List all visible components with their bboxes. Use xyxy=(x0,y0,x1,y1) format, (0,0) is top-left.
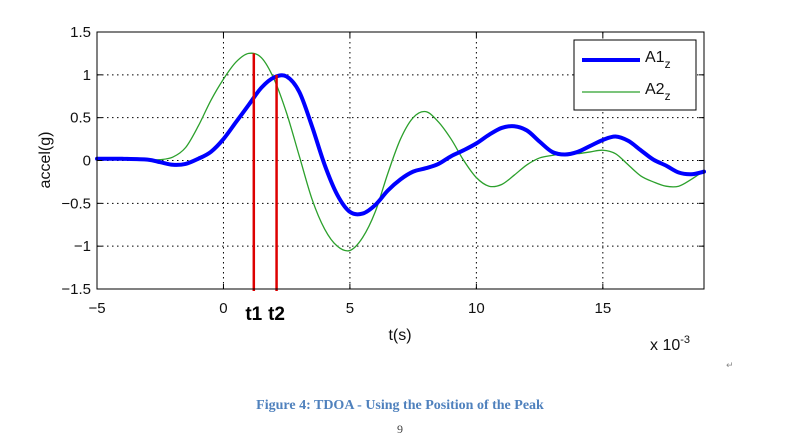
x-tick-label: 15 xyxy=(594,300,611,317)
marker-layer: t1 t2 xyxy=(245,53,285,325)
legend-a1-name: A1 xyxy=(645,49,665,66)
x-multiplier-base: x 10 xyxy=(650,337,680,354)
series-layer xyxy=(95,52,706,252)
legend-a2-subscript: z xyxy=(665,89,671,103)
y-tick-label: 1 xyxy=(83,67,91,84)
y-tick-label: 1.5 xyxy=(70,24,91,41)
y-axis-label: accel(g) xyxy=(37,132,54,189)
series-line-a1 xyxy=(95,73,706,217)
x-axis-label: t(s) xyxy=(388,327,411,344)
legend-label-a1: A1z xyxy=(645,49,671,71)
x-tick-label: 10 xyxy=(468,300,485,317)
x-tick-label: 5 xyxy=(346,300,354,317)
pilcrow-mark: ↵ xyxy=(726,361,734,371)
page-number: 9 xyxy=(397,422,403,436)
x-multiplier: x 10-3 xyxy=(650,334,690,354)
marker-label-t1: t1 xyxy=(245,304,262,325)
y-tick-label: 0.5 xyxy=(70,110,91,127)
legend: A1z A2z xyxy=(573,39,697,111)
chart: t1 t2 −5 0 5 10 15 −1.5 −1 −0.5 0 0.5 1 1.5 accel(g)… xyxy=(37,24,734,371)
marker-label-t2: t2 xyxy=(268,304,285,325)
ticks: −5 0 5 10 15 −1.5 −1 −0.5 0 0.5 1 1.5 xyxy=(61,24,704,317)
x-tick-label: −5 xyxy=(88,300,105,317)
series-line-a2 xyxy=(96,52,705,252)
x-multiplier-exponent: -3 xyxy=(680,334,690,346)
legend-label-a2: A2z xyxy=(645,81,671,103)
legend-a2-name: A2 xyxy=(645,81,665,98)
figure-caption: Figure 4: TDOA - Using the Position of t… xyxy=(256,398,544,413)
legend-box xyxy=(573,39,697,111)
x-tick-label: 0 xyxy=(219,300,227,317)
legend-a1-subscript: z xyxy=(665,57,671,71)
y-tick-label: 0 xyxy=(83,153,91,170)
y-tick-label: −0.5 xyxy=(61,195,91,212)
y-tick-label: −1.5 xyxy=(61,281,91,298)
y-tick-label: −1 xyxy=(74,238,91,255)
